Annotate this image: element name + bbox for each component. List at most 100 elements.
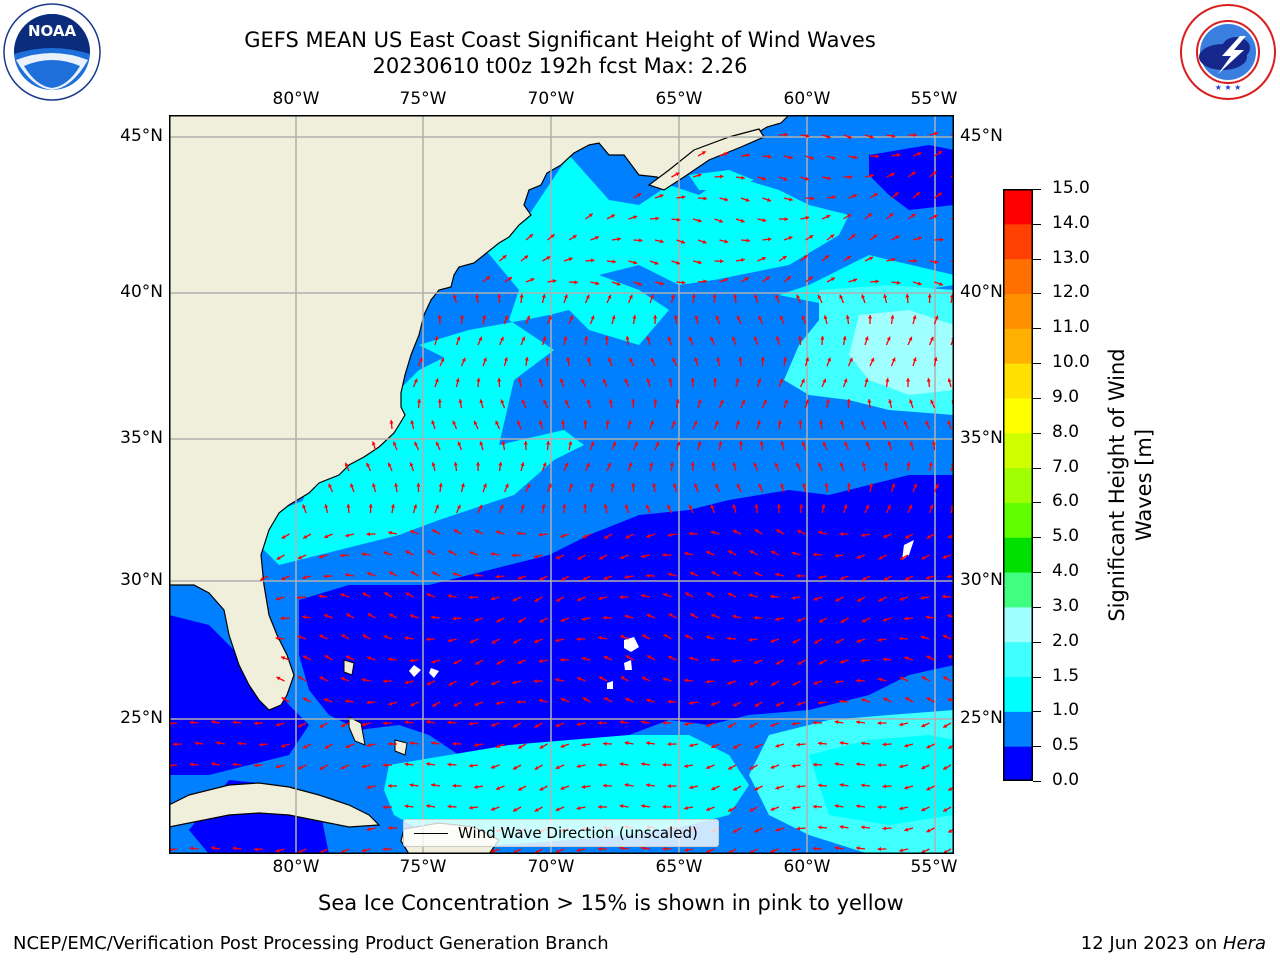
wave-arrow-head — [883, 534, 888, 539]
wave-arrow-head — [819, 618, 824, 623]
wave-arrow-head — [455, 378, 460, 382]
wave-arrow-head — [782, 256, 787, 260]
wave-arrow-head — [366, 462, 371, 467]
wave-arrow-head — [848, 134, 852, 139]
wave-arrow-head — [849, 174, 853, 180]
wave-arrow-head — [474, 529, 479, 534]
wave-arrow-head — [437, 315, 442, 319]
wave-arrow-head — [655, 216, 659, 221]
wave-arrow-head — [361, 552, 366, 557]
wave-arrow-head — [608, 399, 613, 403]
wave-arrow-head — [904, 656, 909, 661]
wave-arrow-head — [776, 529, 781, 534]
wave-arrow-head — [668, 655, 673, 660]
wave-arrow-head — [495, 574, 500, 579]
wave-arrow-head — [453, 702, 458, 707]
wave-arrow-head — [541, 294, 546, 299]
wave-arrow-head — [523, 441, 528, 445]
wave-arrow-head — [917, 281, 922, 286]
wave-arrow-head — [610, 214, 615, 219]
wave-arrow-head — [844, 441, 849, 446]
wave-arrow-head — [598, 635, 602, 640]
wave-arrow-head — [280, 616, 285, 621]
wave-arrow-head — [521, 399, 526, 404]
wave-arrow-head — [624, 741, 629, 746]
wave-arrow-head — [518, 618, 523, 623]
wave-arrow-head — [759, 441, 764, 445]
wave-arrow-head — [905, 534, 910, 539]
wave-arrow-head — [539, 576, 544, 581]
colorbar-tick-label: 0.0 — [1052, 770, 1080, 790]
wave-arrow-head — [915, 192, 920, 197]
wave-arrow-head — [426, 681, 431, 686]
wave-arrow-head — [783, 176, 788, 181]
wave-arrow-head — [690, 378, 695, 382]
wave-arrow-head — [452, 783, 457, 788]
wave-arrow-head — [796, 826, 801, 831]
wave-arrow-head — [559, 378, 564, 383]
wave-arrow-head — [877, 637, 882, 642]
wave-arrow-head — [716, 357, 721, 362]
lat-label-left: 40°N — [120, 282, 163, 302]
colorbar-swatch — [1003, 328, 1033, 364]
colorbar-tick-mark — [1033, 223, 1041, 225]
wave-arrow-head — [653, 399, 658, 403]
wave-arrow-head — [690, 613, 695, 618]
wave-arrow-head — [576, 722, 581, 727]
wave-arrow-head — [624, 378, 629, 383]
wave-arrow-head — [884, 462, 889, 466]
wave-arrow-head — [934, 131, 939, 136]
wave-arrow-head — [474, 573, 478, 578]
wave-arrow-head — [324, 534, 329, 539]
wave-arrow-head — [827, 176, 831, 181]
wave-arrow-head — [826, 214, 831, 219]
wave-arrow-head — [856, 804, 860, 809]
wave-arrow-head — [259, 742, 263, 747]
wave-arrow-head — [617, 237, 621, 242]
lat-label-left: 35°N — [120, 428, 163, 448]
wave-arrow-head — [447, 762, 452, 767]
wave-arrow-head — [361, 764, 366, 769]
wave-arrow-head — [474, 702, 479, 707]
wave-arrow-head — [832, 195, 836, 200]
wave-arrow-head — [818, 700, 822, 705]
chart-subtitle: 20230610 t00z 192h fcst Max: 2.26 — [372, 54, 748, 78]
wave-arrow-head — [733, 786, 738, 791]
wave-arrow-head — [896, 280, 901, 285]
wave-arrow-head — [405, 592, 410, 597]
wave-arrow-head — [479, 441, 484, 446]
wave-arrow-head — [608, 357, 612, 362]
wave-arrow-head — [603, 576, 608, 580]
wave-arrow-head — [568, 483, 573, 488]
wave-arrow-head — [868, 213, 872, 218]
wave-arrow-head — [738, 357, 743, 361]
wave-arrow-head — [607, 294, 612, 299]
wave-arrow-head — [409, 462, 414, 467]
wave-arrow-head — [619, 720, 624, 725]
wave-arrow-head — [943, 807, 948, 812]
wave-arrow-head — [469, 639, 474, 644]
wave-arrow-head — [361, 848, 366, 853]
wave-arrow-head — [770, 849, 775, 853]
wave-arrow-head — [560, 697, 565, 702]
wave-arrow-head — [684, 721, 688, 727]
wave-arrow-head — [889, 213, 894, 218]
wave-arrow-head — [604, 697, 609, 702]
wave-arrow-head — [754, 828, 759, 833]
wave-arrow-head — [495, 530, 500, 535]
wave-arrow-head — [938, 151, 943, 155]
wave-arrow-head — [869, 134, 874, 139]
wave-arrow-head — [641, 720, 645, 725]
lat-label-left: 45°N — [120, 126, 163, 146]
wave-arrow-head — [414, 441, 419, 446]
colorbar-swatch — [1003, 537, 1033, 573]
wave-arrow-head — [870, 173, 874, 178]
wave-arrow-head — [733, 294, 738, 298]
colorbar-tick-label: 1.5 — [1052, 665, 1080, 686]
wave-arrow-head — [344, 462, 349, 467]
wave-arrow-head — [948, 744, 953, 749]
wave-arrow-head — [594, 236, 599, 240]
wave-arrow-head — [667, 532, 672, 537]
wave-arrow-head — [232, 846, 237, 851]
wave-arrow-head — [853, 278, 858, 283]
